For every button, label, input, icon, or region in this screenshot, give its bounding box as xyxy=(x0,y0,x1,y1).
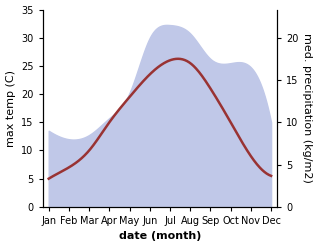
X-axis label: date (month): date (month) xyxy=(119,231,201,242)
Y-axis label: max temp (C): max temp (C) xyxy=(5,70,16,147)
Y-axis label: med. precipitation (kg/m2): med. precipitation (kg/m2) xyxy=(302,33,313,183)
